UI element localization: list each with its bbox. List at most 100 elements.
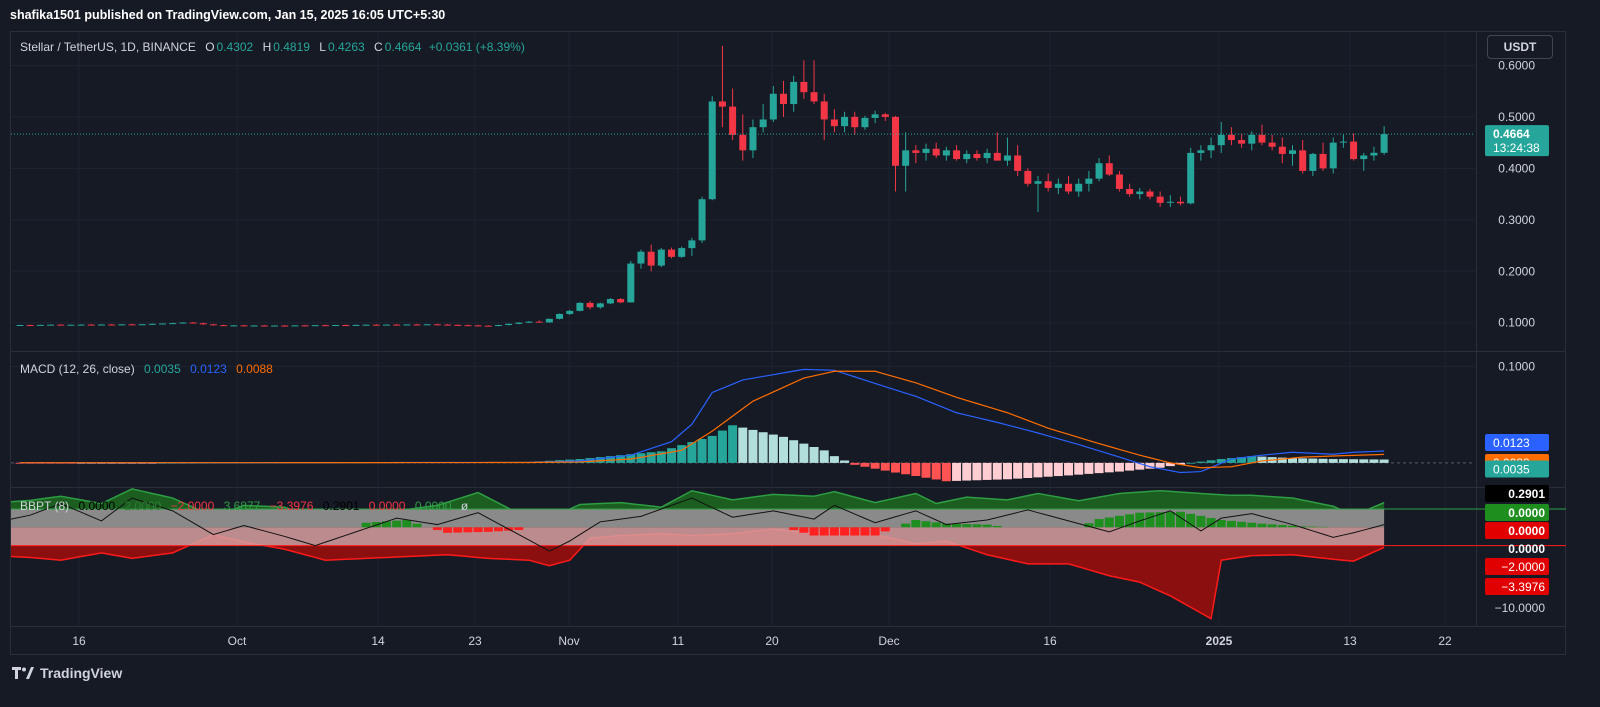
candle[interactable] — [586, 301, 594, 310]
candle[interactable] — [1054, 178, 1062, 195]
candle[interactable] — [484, 325, 492, 327]
candle[interactable] — [474, 324, 482, 327]
candle[interactable] — [179, 322, 187, 324]
candle[interactable] — [729, 88, 737, 141]
candle[interactable] — [525, 321, 533, 323]
candle[interactable] — [1339, 134, 1347, 148]
candle[interactable] — [1126, 183, 1134, 197]
candle[interactable] — [1309, 152, 1317, 177]
candle[interactable] — [159, 323, 167, 325]
candle[interactable] — [545, 318, 553, 323]
time-axis[interactable]: 16 Oct 14 23 Nov 11 20 Dec 16 2025 13 22 — [72, 634, 1452, 648]
candle[interactable] — [627, 260, 635, 303]
candle[interactable] — [1166, 195, 1174, 207]
candle[interactable] — [230, 325, 238, 327]
candle[interactable] — [67, 324, 75, 326]
candle[interactable] — [1360, 152, 1368, 171]
candle[interactable] — [718, 45, 726, 128]
candle[interactable] — [16, 324, 24, 327]
candle[interactable] — [617, 298, 625, 304]
candle[interactable] — [1085, 170, 1093, 192]
candle[interactable] — [444, 323, 452, 326]
candle[interactable] — [891, 115, 899, 192]
candle[interactable] — [1024, 168, 1032, 187]
candle[interactable] — [606, 298, 614, 305]
candle[interactable] — [505, 323, 513, 326]
candle[interactable] — [749, 119, 757, 159]
candle[interactable] — [1217, 122, 1225, 153]
candle[interactable] — [637, 249, 645, 269]
candle[interactable] — [1207, 137, 1215, 159]
candle[interactable] — [1105, 155, 1113, 177]
candle[interactable] — [342, 324, 350, 327]
candle[interactable] — [464, 324, 472, 327]
candle[interactable] — [1268, 134, 1276, 151]
candle[interactable] — [1115, 170, 1123, 192]
candle[interactable] — [1197, 145, 1205, 161]
candle[interactable] — [291, 325, 299, 327]
candle[interactable] — [1187, 147, 1195, 205]
candle[interactable] — [189, 321, 197, 324]
candle[interactable] — [209, 323, 217, 326]
candle[interactable] — [240, 324, 248, 327]
candle[interactable] — [321, 324, 329, 327]
candle[interactable] — [657, 248, 665, 268]
candle[interactable] — [413, 323, 421, 326]
candle[interactable] — [47, 324, 55, 326]
candle[interactable] — [1003, 137, 1011, 166]
candle[interactable] — [830, 109, 838, 133]
candle[interactable] — [454, 324, 462, 326]
bbpt-axis[interactable]: 0.2901 0.0000 0.0000 0.0000 −2.0000 −3.3976 −1… — [1485, 485, 1549, 615]
candle[interactable] — [576, 302, 584, 312]
candle[interactable] — [780, 80, 787, 117]
currency-button[interactable]: USDT — [1487, 35, 1553, 59]
candle[interactable] — [169, 322, 177, 325]
candle[interactable] — [372, 324, 380, 326]
candle[interactable] — [352, 324, 360, 326]
candle[interactable] — [433, 323, 441, 326]
macd-title[interactable]: MACD (12, 26, close) — [20, 362, 135, 376]
bbpt-title[interactable]: BBPT (8) — [20, 499, 70, 513]
price-axis[interactable]: 0.6000 0.5000 0.4000 0.3000 0.2000 0.1000 — [1498, 58, 1535, 329]
candle[interactable] — [647, 244, 655, 272]
candle[interactable] — [515, 322, 523, 325]
candle[interactable] — [148, 323, 156, 325]
candle[interactable] — [841, 111, 849, 133]
candle[interactable] — [281, 325, 289, 327]
candle[interactable] — [993, 132, 1001, 161]
candle[interactable] — [688, 237, 696, 256]
candle[interactable] — [810, 60, 818, 105]
candle[interactable] — [932, 142, 940, 159]
candle[interactable] — [1380, 126, 1388, 155]
candle[interactable] — [362, 324, 370, 326]
candle[interactable] — [881, 112, 889, 122]
tradingview-logo[interactable]: TradingView — [12, 665, 122, 681]
candle[interactable] — [1034, 176, 1042, 213]
candle[interactable] — [1278, 137, 1286, 164]
candle[interactable] — [912, 145, 920, 164]
candle[interactable] — [963, 150, 971, 164]
candle[interactable] — [1319, 142, 1327, 171]
candle[interactable] — [556, 313, 564, 320]
candle[interactable] — [922, 143, 930, 161]
candle[interactable] — [250, 325, 258, 327]
candle[interactable] — [77, 324, 85, 326]
candle[interactable] — [271, 325, 278, 327]
candle[interactable] — [800, 60, 808, 99]
candle[interactable] — [953, 145, 961, 161]
candle[interactable] — [26, 324, 34, 327]
candle[interactable] — [128, 323, 136, 326]
candle[interactable] — [403, 324, 411, 326]
candle[interactable] — [1136, 187, 1144, 200]
candle[interactable] — [57, 324, 65, 326]
candle[interactable] — [861, 115, 869, 130]
candle[interactable] — [973, 150, 981, 161]
candle[interactable] — [668, 247, 676, 259]
candle[interactable] — [494, 324, 502, 327]
candle[interactable] — [301, 324, 309, 327]
candle[interactable] — [1258, 124, 1266, 146]
candle[interactable] — [118, 324, 126, 326]
candle[interactable] — [1156, 191, 1164, 207]
candle[interactable] — [1299, 140, 1307, 174]
